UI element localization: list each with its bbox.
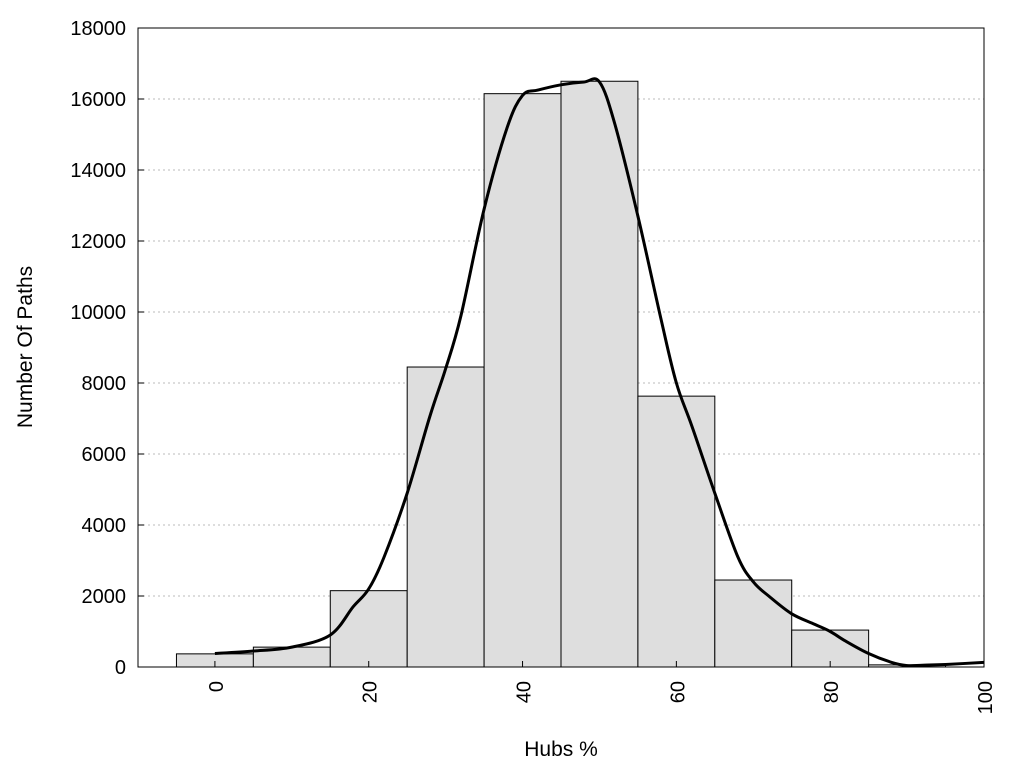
y-tick-label: 6000: [82, 444, 127, 466]
x-tick-label: 60: [667, 681, 689, 703]
y-tick-label: 14000: [70, 160, 126, 182]
y-tick-label: 10000: [70, 302, 126, 324]
x-tick-label: 20: [360, 681, 382, 703]
y-tick-label: 16000: [70, 89, 126, 111]
y-axis-title: Number Of Paths: [14, 266, 37, 428]
histogram-bar: [406, 366, 485, 668]
y-tick-label: 8000: [82, 373, 127, 395]
x-tick-label: 0: [206, 681, 228, 692]
histogram-bar: [637, 395, 716, 668]
y-tick-label: 0: [115, 657, 126, 679]
x-tick-label: 100: [975, 681, 997, 714]
density-curve: [214, 77, 985, 668]
x-tick-label: 80: [821, 681, 843, 703]
x-axis-ticks: 0 20 40 60 80 100: [206, 661, 997, 714]
y-tick-label: 4000: [82, 515, 127, 537]
grid-lines: [138, 98, 984, 597]
plot-frame: [137, 27, 985, 668]
histogram-bar: [329, 590, 408, 668]
y-tick-label: 18000: [70, 18, 126, 40]
y-axis-ticks: 0 2000 4000 6000 8000 10000 12000 14000 16000 180…: [70, 18, 144, 679]
histogram-bar: [560, 80, 639, 668]
histogram-bar: [483, 93, 562, 668]
histogram-bar: [714, 579, 793, 668]
y-tick-label: 12000: [70, 231, 126, 253]
y-tick-label: 2000: [82, 586, 127, 608]
x-axis-title: Hubs %: [524, 738, 598, 761]
x-tick-label: 40: [514, 681, 536, 703]
histogram-bars: [175, 80, 947, 668]
